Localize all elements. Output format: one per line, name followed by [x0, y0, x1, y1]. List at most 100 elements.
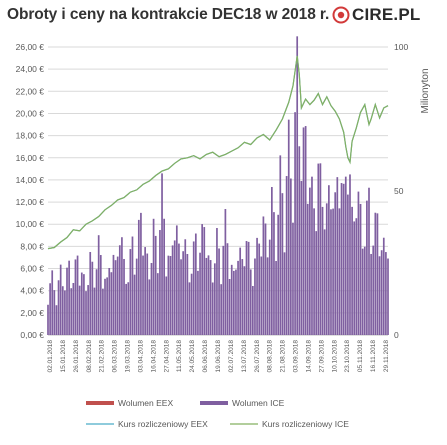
ice-volume-bar	[146, 253, 149, 335]
ice-volume-bar	[313, 208, 315, 335]
ice-volume-bar	[351, 206, 353, 335]
ice-volume-bar	[349, 174, 351, 335]
ice-volume-bar	[317, 163, 320, 335]
ice-volume-bar	[184, 239, 187, 335]
ice-volume-bar	[241, 259, 244, 335]
ice-volume-bar	[167, 255, 170, 335]
x-tick-label: 15.01.2018	[60, 340, 67, 373]
ice-volume-bar	[209, 260, 212, 335]
ice-volume-bar	[254, 258, 256, 335]
ice-volume-bar	[245, 241, 248, 335]
ice-volume-bar	[279, 155, 282, 335]
ice-volume-bar	[220, 284, 223, 335]
ice-volume-bar	[171, 245, 174, 335]
ice-volume-bar	[161, 173, 163, 335]
ice-volume-bar	[262, 216, 265, 335]
ice-price-line	[47, 55, 389, 250]
y-left-tick-label: 24,00 €	[16, 64, 45, 74]
ice-volume-bar	[268, 239, 271, 335]
ice-volume-bar	[366, 200, 368, 335]
ice-volume-bar	[332, 208, 334, 335]
ice-volume-bar	[175, 225, 178, 335]
ice-volume-bar	[211, 282, 214, 335]
y-left-tick-label: 18,00 €	[16, 131, 45, 141]
ice-volume-bar	[304, 126, 307, 336]
ice-volume-bar	[380, 250, 383, 335]
ice-volume-bar	[376, 213, 379, 335]
ice-volume-bar	[70, 288, 73, 335]
ice-volume-bar	[114, 260, 117, 335]
ice-volume-bar	[235, 269, 237, 335]
ice-volume-bar	[294, 112, 296, 335]
ice-volume-bar	[213, 263, 216, 335]
legend-label: Wolumen ICE	[232, 398, 285, 408]
ice-volume-bar	[192, 241, 195, 335]
ice-volume-bar	[140, 212, 142, 335]
chart-title: Obroty i ceny na kontrakcie DEC18 w 2018…	[7, 6, 330, 23]
x-tick-label: 27.09.2018	[318, 340, 325, 373]
ice-volume-bar	[243, 266, 246, 335]
ice-volume-bar	[319, 163, 322, 335]
x-tick-label: 16.11.2018	[370, 340, 377, 372]
ice-volume-bar	[150, 262, 153, 335]
x-tick-label: 08.08.2018	[267, 340, 274, 373]
y-left-tick-label: 6,00 €	[20, 264, 44, 274]
x-tick-label: 13.07.2018	[241, 340, 248, 373]
ice-volume-bar	[137, 219, 140, 335]
ice-volume-bar	[330, 209, 332, 335]
x-tick-label: 03.09.2018	[293, 340, 300, 373]
legend-label: Kurs rozliczeniowy EEX	[118, 419, 208, 429]
ice-volume-bar	[344, 176, 347, 335]
ice-volume-bar	[277, 214, 280, 335]
ice-volume-bar	[283, 252, 286, 335]
legend-swatch	[86, 401, 114, 405]
ice-volume-bar	[218, 248, 220, 335]
y-left-tick-label: 8,00 €	[20, 241, 44, 251]
y-left-tick-label: 4,00 €	[20, 286, 44, 296]
ice-volume-bar	[228, 279, 231, 335]
ice-volume-bar	[133, 274, 136, 335]
ice-volume-bar	[321, 206, 324, 335]
ice-volume-bar	[300, 181, 303, 335]
ice-volume-bar	[144, 247, 146, 335]
ice-volume-bar	[194, 233, 197, 335]
x-tick-label: 21.02.2018	[99, 340, 106, 373]
ice-volume-bar	[64, 290, 66, 335]
x-tick-label: 27.04.2018	[163, 340, 170, 373]
ice-volume-bar	[302, 127, 305, 335]
ice-volume-bar	[260, 256, 263, 335]
ice-volume-bar	[359, 203, 362, 335]
y-axis-right: 0 50 100	[394, 42, 408, 340]
ice-volume-bar	[374, 212, 377, 335]
ice-volume-bar	[180, 259, 182, 335]
ice-volume-bar	[156, 273, 159, 335]
ice-volume-bar	[296, 36, 299, 336]
x-tick-label: 10.10.2018	[331, 340, 338, 373]
ice-volume-bar	[224, 209, 227, 335]
ice-volume-bar	[123, 258, 125, 335]
ice-volume-bar	[131, 236, 134, 335]
ice-volume-bar	[165, 276, 168, 335]
ice-volume-bar	[290, 178, 292, 335]
ice-volume-bar	[368, 187, 370, 335]
ice-volume-bar	[68, 260, 70, 335]
ice-volume-bar	[222, 245, 225, 335]
y-axis-right-title: Milionyton	[420, 68, 431, 113]
y-right-tick-label: 0	[394, 330, 399, 340]
cire-logo-text: CIRE.PL	[352, 5, 421, 24]
ice-volume-bar	[311, 176, 313, 335]
ice-volume-bar	[108, 267, 111, 335]
ice-volume-bar	[205, 257, 208, 335]
ice-volume-bar	[287, 119, 290, 335]
ice-volume-bar	[148, 279, 151, 335]
ice-volume-bar	[49, 283, 51, 335]
ice-volume-bar	[378, 256, 381, 335]
x-tick-label: 23.10.2018	[344, 340, 351, 373]
ice-volume-bar	[97, 235, 100, 335]
ice-volume-bar	[154, 235, 157, 335]
ice-volume-bar	[72, 282, 75, 335]
ice-volume-bar	[325, 203, 328, 335]
x-tick-label: 16.04.2018	[150, 340, 157, 373]
ice-volume-bar	[363, 246, 366, 335]
